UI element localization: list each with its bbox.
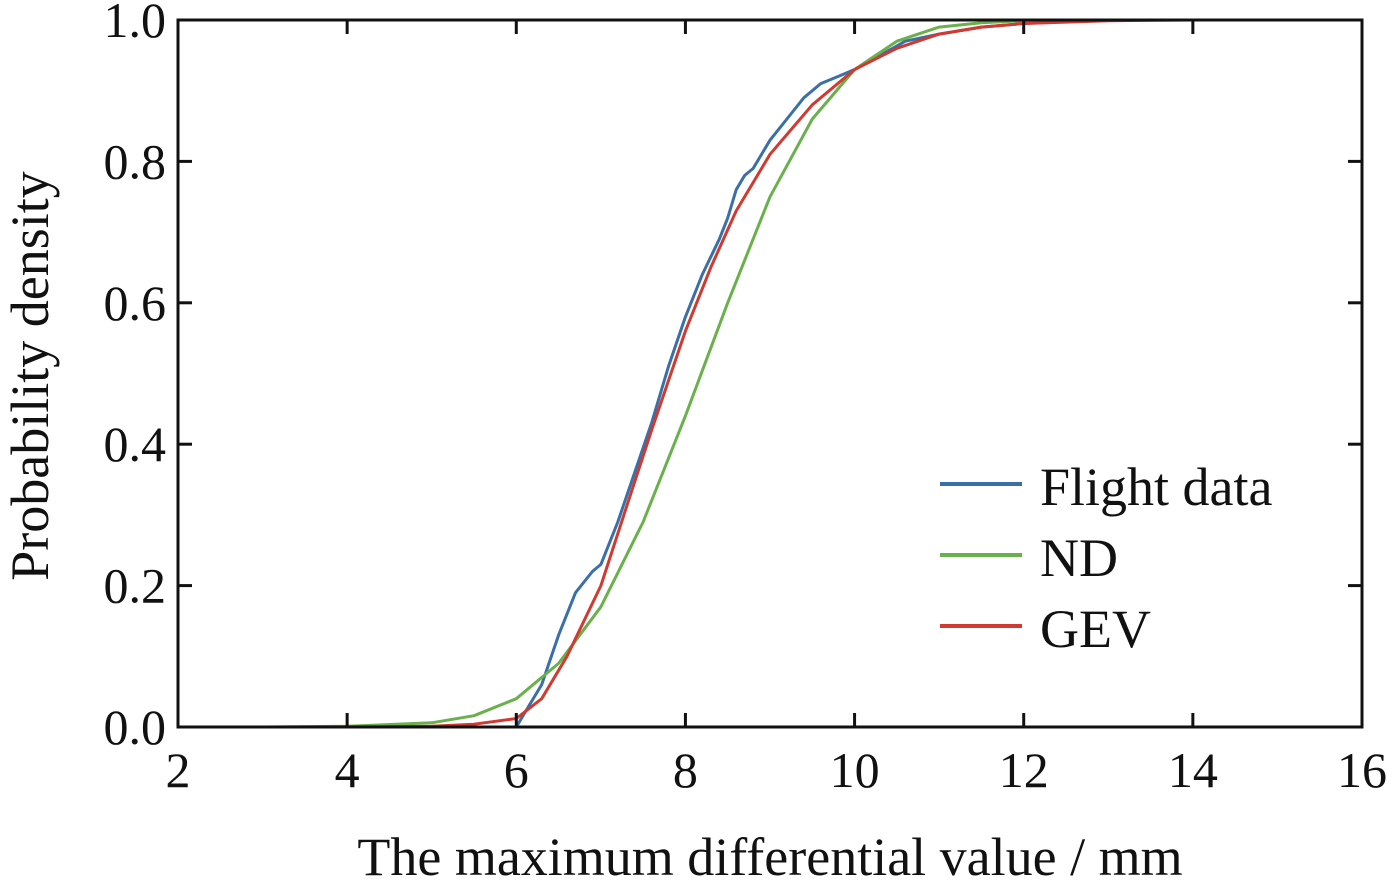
legend-label-flight-data: Flight data: [1040, 457, 1273, 517]
plot-frame: [176, 18, 1364, 729]
y-tick-label: 0.8: [104, 133, 167, 189]
x-tick-label: 6: [504, 742, 529, 798]
series-line-gev: [176, 18, 1364, 729]
legend-label-nd: ND: [1040, 528, 1118, 588]
y-axis-title: Probability density: [0, 171, 60, 580]
y-tick-label: 0.4: [104, 416, 167, 472]
x-tick-label: 14: [1168, 742, 1218, 798]
x-tick-label: 12: [999, 742, 1049, 798]
legend: Flight data ND GEV: [940, 457, 1273, 659]
x-tick-label: 10: [830, 742, 880, 798]
x-tick-label: 8: [673, 742, 698, 798]
y-tick-label: 1.0: [104, 0, 167, 48]
x-tick-label: 4: [335, 742, 360, 798]
legend-label-gev: GEV: [1040, 599, 1151, 659]
y-tick-label: 0.2: [104, 558, 167, 614]
x-tick-label: 2: [166, 742, 191, 798]
y-tick-label: 0.0: [104, 699, 167, 755]
tick-layer: 2 4 6 8 10 12 14 16 0.0 0.2 0.4 0.6 0.8 1.0: [104, 0, 1388, 798]
y-tick-label: 0.6: [104, 275, 167, 331]
x-axis-title: The maximum differential value / mm: [357, 827, 1182, 882]
x-tick-label: 16: [1337, 742, 1387, 798]
